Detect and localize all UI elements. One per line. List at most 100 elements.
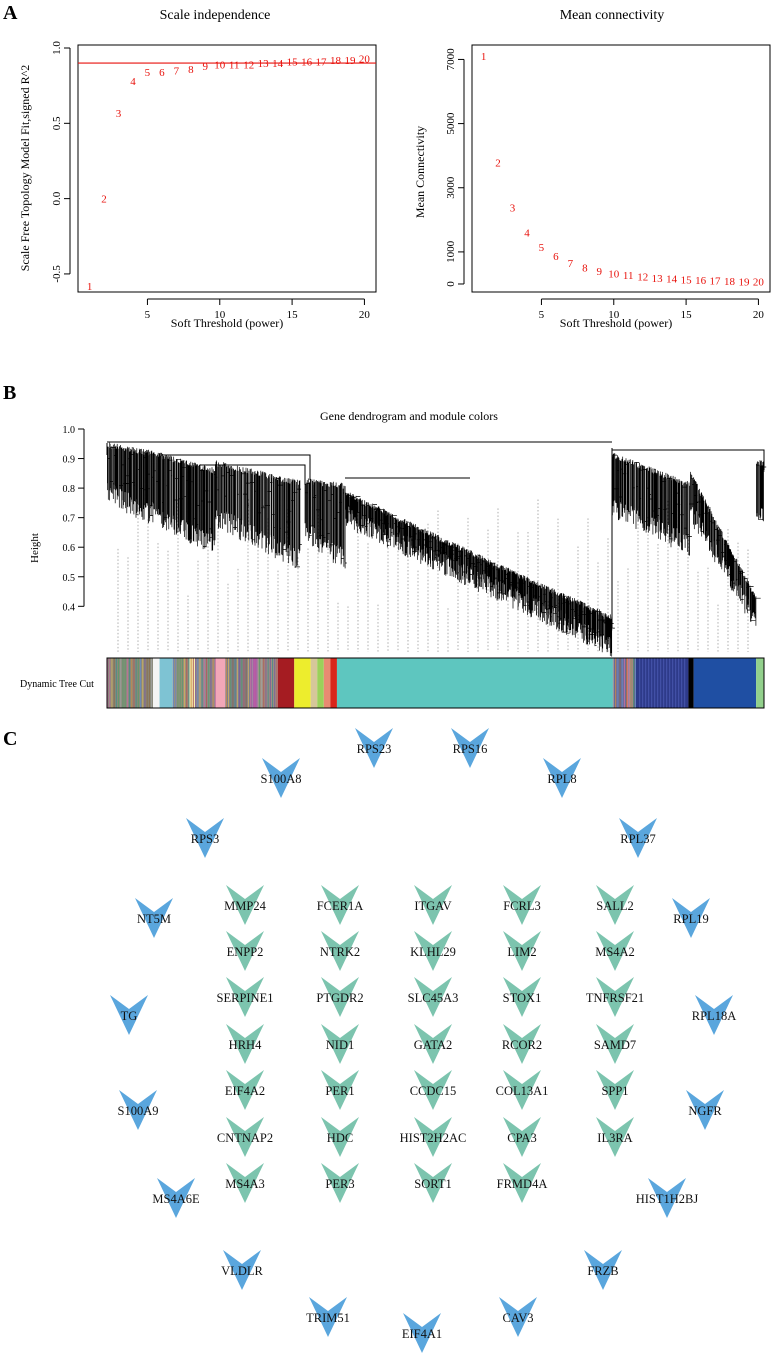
node-shape <box>619 818 657 858</box>
node-label: S100A8 <box>261 772 302 786</box>
node-label: SALL2 <box>596 899 634 913</box>
node-shape <box>186 818 224 858</box>
x-tick-label: 5 <box>539 309 545 321</box>
data-point: 3 <box>510 203 516 215</box>
node-sall2: SALL2 <box>596 885 634 925</box>
module-mixed-3 <box>195 658 216 708</box>
node-shape <box>596 1070 634 1110</box>
data-point: 12 <box>243 60 254 72</box>
node-shape <box>321 1024 359 1064</box>
data-point: 1 <box>481 51 487 63</box>
data-point: 7 <box>174 66 180 78</box>
y-tick-label: 3000 <box>445 176 457 199</box>
y-tick-label: 5000 <box>445 112 457 135</box>
module-stripe <box>675 658 677 708</box>
node-label: FRMD4A <box>497 1177 548 1191</box>
node-ms4a6e: MS4A6E <box>152 1178 200 1218</box>
data-point: 20 <box>359 54 371 66</box>
module-stripe <box>109 658 111 708</box>
data-point: 11 <box>229 60 240 72</box>
data-point: 2 <box>495 158 501 170</box>
gene-dendrogram: Gene dendrogram and module colors 0.4 0.5… <box>20 409 767 709</box>
node-hist2h2ac: HIST2H2AC <box>400 1117 466 1157</box>
node-label: RPL8 <box>547 772 576 786</box>
node-shape <box>686 1090 724 1130</box>
node-shape <box>596 1117 634 1157</box>
data-point: 18 <box>330 55 342 67</box>
module-stripe <box>201 658 203 708</box>
node-label: NGFR <box>688 1104 722 1118</box>
module-stripe <box>137 658 139 708</box>
y-tick-label: 0.0 <box>51 191 63 205</box>
node-shape <box>499 1297 537 1337</box>
node-label: SPP1 <box>601 1084 628 1098</box>
merge-lines <box>106 441 765 628</box>
module-stripe <box>265 658 267 708</box>
node-label: CAV3 <box>502 1311 533 1325</box>
module-stripe <box>626 658 628 708</box>
node-frmd4a: FRMD4A <box>497 1163 548 1203</box>
cluster-d <box>304 478 347 569</box>
data-point: 5 <box>539 242 545 254</box>
y-tick-label: 0.5 <box>63 573 76 584</box>
module-stripe <box>651 658 653 708</box>
module-stripe <box>617 658 619 708</box>
data-point: 8 <box>188 64 194 76</box>
node-per3: PER3 <box>321 1163 359 1203</box>
module-stripe <box>657 658 659 708</box>
cluster-e <box>612 453 695 556</box>
data-point: 19 <box>344 55 356 67</box>
node-shape <box>226 1163 264 1203</box>
module-mixed-7 <box>632 658 636 708</box>
node-shape <box>451 728 489 768</box>
node-label: PTGDR2 <box>316 991 363 1005</box>
data-point: 2 <box>101 194 107 206</box>
small-module-stripes <box>107 658 686 708</box>
module-stripe <box>681 658 683 708</box>
node-label: PER3 <box>325 1177 354 1191</box>
data-point: 16 <box>301 57 313 69</box>
cluster-b <box>149 450 217 551</box>
node-label: HDC <box>327 1131 353 1145</box>
node-shape <box>543 758 581 798</box>
x-tick-label: 10 <box>608 309 620 321</box>
module-stripe <box>250 658 252 708</box>
data-point: 14 <box>272 58 284 70</box>
scale-independence-plot: Scale independence 5 10 15 20-0.50.00.51.0 … <box>18 8 377 330</box>
node-label: TG <box>121 1009 138 1023</box>
module-stripe <box>247 658 249 708</box>
x-axis-label: Soft Threshold (power) <box>560 316 672 330</box>
y-tick-label: 0.8 <box>63 484 76 495</box>
data-point: 9 <box>203 61 209 73</box>
cluster-green <box>756 460 767 522</box>
module-stripe <box>129 658 131 708</box>
cluster-green-stems <box>756 460 767 522</box>
node-label: ENPP2 <box>227 945 264 959</box>
node-label: SLC45A3 <box>408 991 459 1005</box>
node-cpa3: CPA3 <box>503 1117 541 1157</box>
node-shape <box>672 898 710 938</box>
x-tick-label: 5 <box>145 309 151 321</box>
module-tan <box>310 658 318 708</box>
module-stripe <box>274 658 276 708</box>
data-point: 4 <box>130 76 136 88</box>
cluster-turquoise <box>345 492 615 657</box>
module-stripe <box>621 658 623 708</box>
x-tick-label: 15 <box>681 309 693 321</box>
node-label: NT5M <box>137 912 171 926</box>
node-shape <box>414 1117 452 1157</box>
node-rps3: RPS3 <box>186 818 224 858</box>
node-samd7: SAMD7 <box>594 1024 636 1064</box>
node-label: FCER1A <box>317 899 364 913</box>
module-blue <box>693 658 757 708</box>
y-axis-label: Scale Free Topology Model Fit,signed R^2 <box>18 65 32 272</box>
node-label: LIM2 <box>507 945 536 959</box>
node-fcrl3: FCRL3 <box>503 885 541 925</box>
y-tick-label: 7000 <box>445 48 457 71</box>
node-vldlr: VLDLR <box>221 1250 263 1290</box>
node-shape <box>503 1024 541 1064</box>
module-stripe <box>642 658 644 708</box>
node-shape <box>695 995 733 1035</box>
module-mixed-4 <box>225 658 252 708</box>
